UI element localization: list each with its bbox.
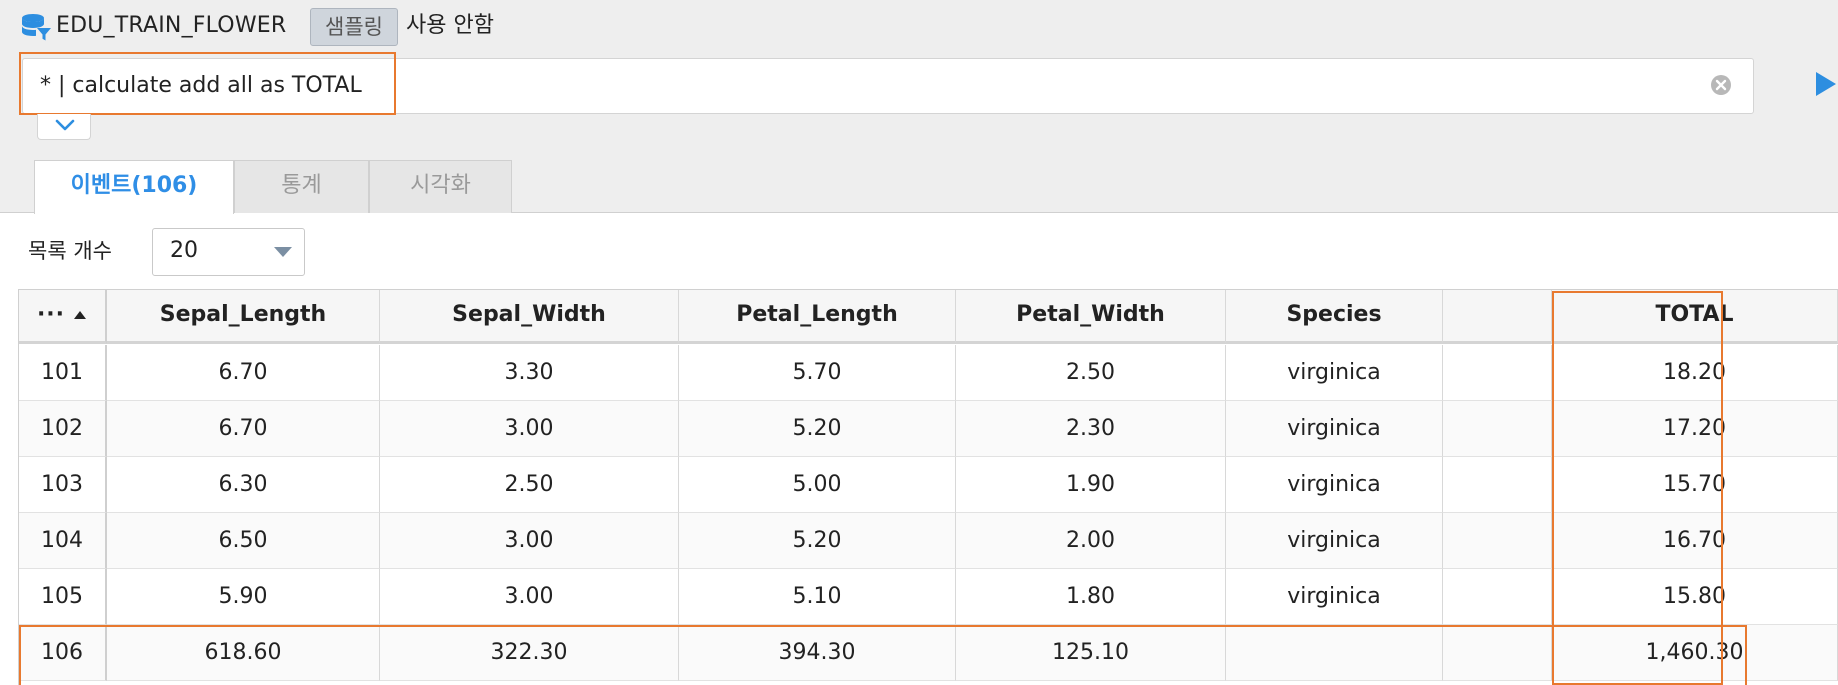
play-icon[interactable] <box>1814 70 1838 98</box>
petal-width-header[interactable]: Petal_Width <box>956 290 1226 344</box>
sepal-width-cell: 3.00 <box>380 401 679 457</box>
dataset-name: EDU_TRAIN_FLOWER <box>56 13 287 38</box>
sepal-length-cell: 618.60 <box>107 625 380 681</box>
species-cell <box>1226 625 1443 681</box>
sepal-length-cell: 6.30 <box>107 457 380 513</box>
results-table <box>18 289 1838 685</box>
sepal-width-cell: 322.30 <box>380 625 679 681</box>
query-highlight-box <box>19 52 396 115</box>
sepal-width-cell: 3.30 <box>380 345 679 401</box>
blank-cell <box>1443 457 1552 513</box>
species-cell: virginica <box>1226 345 1443 401</box>
sepal-width-header[interactable]: Sepal_Width <box>380 290 679 344</box>
petal-length-cell: 5.70 <box>679 345 956 401</box>
sepal-length-cell: 5.90 <box>107 569 380 625</box>
tab-visualization[interactable]: 시각화 <box>369 160 512 213</box>
index-column-header[interactable]: ··· <box>19 290 107 344</box>
row-index: 103 <box>19 457 107 513</box>
blank-cell <box>1443 345 1552 401</box>
sampling-status: 사용 안함 <box>406 13 494 38</box>
sepal-length-cell: 6.70 <box>107 401 380 457</box>
species-header[interactable]: Species <box>1226 290 1443 344</box>
total-header[interactable]: TOTAL <box>1552 290 1838 344</box>
row-index: 106 <box>19 625 107 681</box>
tab-statistics[interactable]: 통계 <box>234 160 369 213</box>
row-index: 101 <box>19 345 107 401</box>
total-cell: 17.20 <box>1552 401 1838 457</box>
sepal-width-cell: 3.00 <box>380 569 679 625</box>
database-icon <box>22 14 51 41</box>
query-expand-toggle[interactable] <box>37 114 91 140</box>
row-index: 102 <box>19 401 107 457</box>
petal-width-cell: 2.50 <box>956 345 1226 401</box>
total-cell: 16.70 <box>1552 513 1838 569</box>
query-input[interactable] <box>22 58 1754 114</box>
query-text[interactable]: * | calculate add all as TOTAL <box>40 73 362 98</box>
sepal-width-cell: 2.50 <box>380 457 679 513</box>
species-cell: virginica <box>1226 513 1443 569</box>
list-count-value[interactable]: 20 <box>170 238 198 263</box>
petal-length-cell: 5.10 <box>679 569 956 625</box>
row-index: 104 <box>19 513 107 569</box>
column-menu-icon[interactable]: ··· <box>36 302 66 327</box>
total-cell: 18.20 <box>1552 345 1838 401</box>
species-cell: virginica <box>1226 457 1443 513</box>
clear-circle-icon[interactable] <box>1709 73 1733 97</box>
sepal-length-cell: 6.70 <box>107 345 380 401</box>
list-count-label: 목록 개수 <box>28 239 112 263</box>
total-cell: 15.70 <box>1552 457 1838 513</box>
sepal-length-header[interactable]: Sepal_Length <box>107 290 380 344</box>
blank-column-header[interactable] <box>1443 290 1552 344</box>
petal-length-cell: 5.20 <box>679 401 956 457</box>
blank-cell <box>1443 513 1552 569</box>
total-cell: 1,460.30 <box>1552 625 1838 681</box>
petal-length-cell: 5.00 <box>679 457 956 513</box>
petal-width-cell: 2.00 <box>956 513 1226 569</box>
sampling-button[interactable]: 샘플링 <box>310 8 398 46</box>
petal-width-cell: 125.10 <box>956 625 1226 681</box>
species-cell: virginica <box>1226 569 1443 625</box>
species-cell: virginica <box>1226 401 1443 457</box>
petal-length-header[interactable]: Petal_Length <box>679 290 956 344</box>
tabs-divider <box>0 212 1838 213</box>
row-index: 105 <box>19 569 107 625</box>
sepal-length-cell: 6.50 <box>107 513 380 569</box>
petal-length-cell: 394.30 <box>679 625 956 681</box>
total-cell: 15.80 <box>1552 569 1838 625</box>
caret-down-icon[interactable] <box>273 246 293 258</box>
petal-length-cell: 5.20 <box>679 513 956 569</box>
blank-cell <box>1443 569 1552 625</box>
sort-ascending-icon[interactable] <box>73 310 87 320</box>
petal-width-cell: 1.80 <box>956 569 1226 625</box>
petal-width-cell: 2.30 <box>956 401 1226 457</box>
chevron-down-icon <box>55 119 75 131</box>
petal-width-cell: 1.90 <box>956 457 1226 513</box>
blank-cell <box>1443 401 1552 457</box>
tab-events[interactable]: 이벤트(106) <box>34 160 234 214</box>
sepal-width-cell: 3.00 <box>380 513 679 569</box>
blank-cell <box>1443 625 1552 681</box>
